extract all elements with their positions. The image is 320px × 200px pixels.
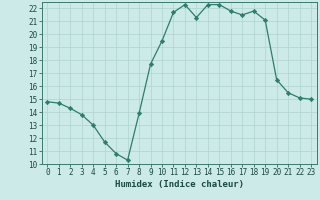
X-axis label: Humidex (Indice chaleur): Humidex (Indice chaleur) xyxy=(115,180,244,189)
